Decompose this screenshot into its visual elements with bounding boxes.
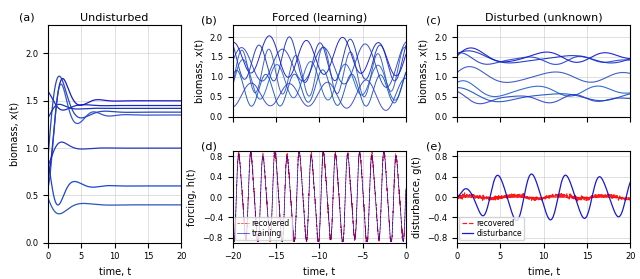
disturbance [453,195,461,199]
disturbance [464,187,472,191]
Text: (d): (d) [202,141,217,151]
recovered [235,151,243,154]
disturbance [627,180,634,184]
recovered [559,194,566,198]
recovered [365,206,373,209]
training [228,232,236,236]
Legend: recovered, disturbance: recovered, disturbance [460,217,524,240]
recovered [627,196,634,200]
training [365,203,373,206]
Y-axis label: disturbance, g(t): disturbance, g(t) [412,156,422,238]
disturbance [527,172,535,176]
Text: (c): (c) [426,15,441,25]
training [402,187,410,191]
recovered [574,199,582,203]
recovered [237,183,245,187]
recovered [585,195,593,199]
recovered [603,195,611,198]
training [397,216,405,220]
recovered [313,229,321,232]
training [247,151,255,154]
recovered [464,193,472,196]
disturbance [559,177,566,180]
recovered [308,164,316,167]
training [313,228,321,232]
recovered [229,240,237,243]
training [237,182,245,185]
disturbance [585,208,593,212]
Line: recovered: recovered [457,193,630,201]
training [397,215,404,218]
Title: Disturbed (unknown): Disturbed (unknown) [485,13,602,23]
disturbance [513,219,520,222]
disturbance [554,195,562,198]
Line: disturbance: disturbance [457,174,630,220]
recovered [461,191,468,194]
X-axis label: time, t: time, t [303,267,335,277]
X-axis label: time, t: time, t [99,267,131,277]
Title: Undisturbed: Undisturbed [81,13,149,23]
Legend: recovered, training: recovered, training [235,217,292,240]
recovered [402,189,410,192]
Y-axis label: forcing, h(t): forcing, h(t) [187,168,197,226]
Line: recovered: recovered [232,152,406,242]
recovered [554,193,562,196]
training [308,162,316,165]
disturbance [603,188,611,192]
recovered [228,231,236,235]
Y-axis label: biomass, x(t): biomass, x(t) [419,39,429,103]
training [229,240,237,243]
recovered [564,194,572,198]
Title: Forced (learning): Forced (learning) [271,13,367,23]
Text: (b): (b) [202,15,217,25]
disturbance [564,176,572,179]
Text: (a): (a) [19,13,35,23]
Y-axis label: biomass, x(t): biomass, x(t) [194,39,204,103]
Text: (e): (e) [426,141,442,151]
recovered [453,196,461,199]
X-axis label: time, t: time, t [527,267,560,277]
recovered [397,217,405,220]
Line: training: training [232,152,406,242]
recovered [397,214,404,218]
Y-axis label: biomass, x(t): biomass, x(t) [10,102,20,166]
